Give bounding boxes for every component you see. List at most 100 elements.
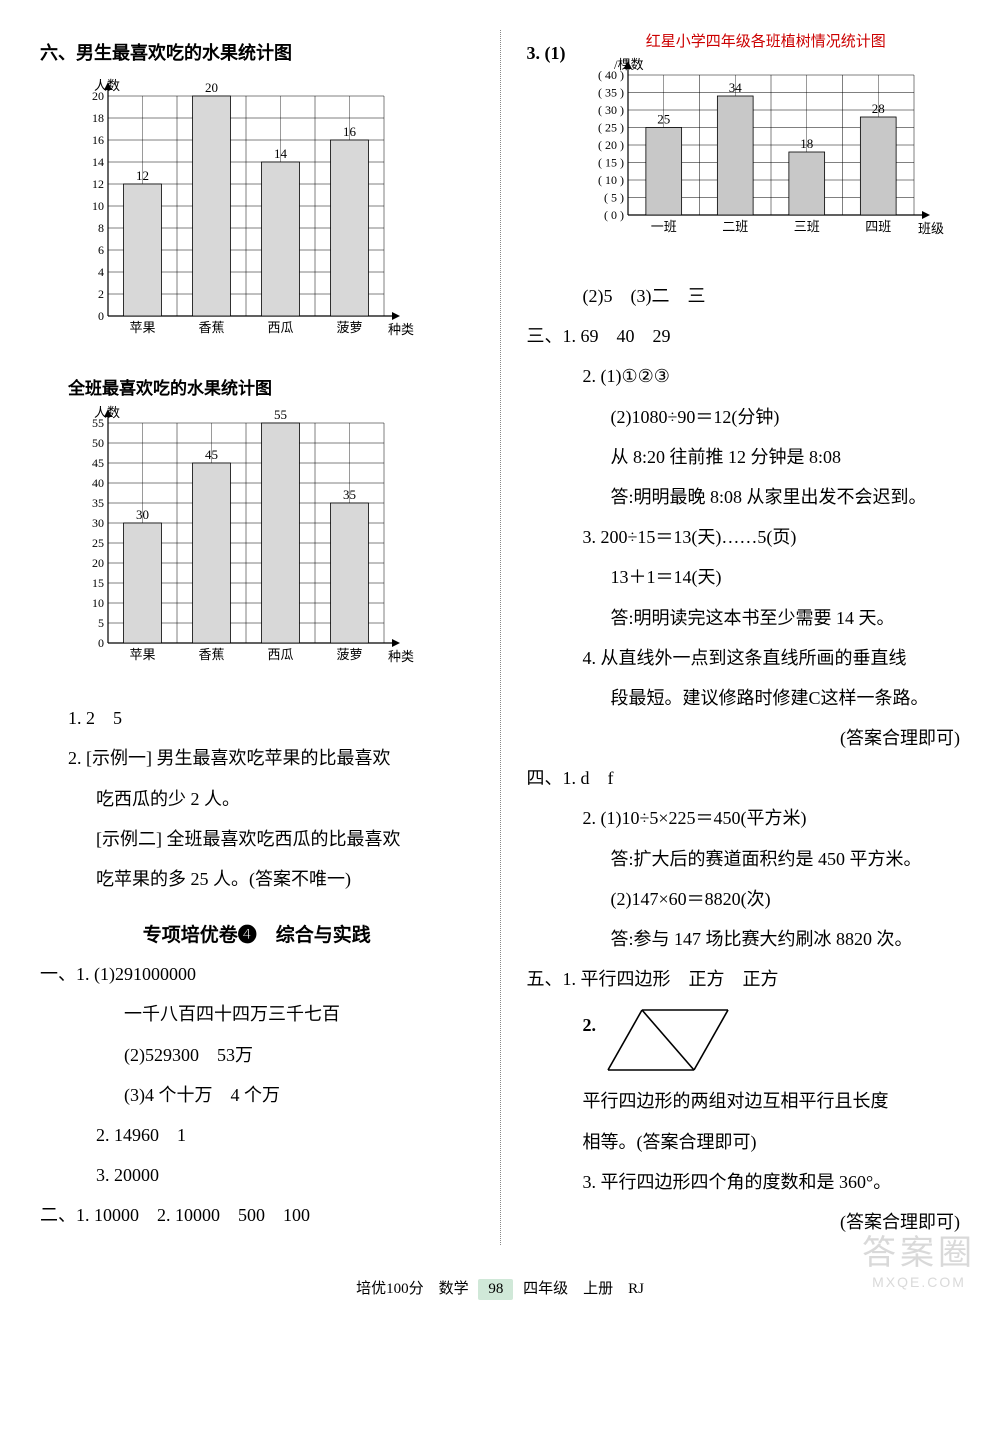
s3-4-3: (答案合理即可) <box>527 721 961 755</box>
svg-text:55: 55 <box>274 407 287 422</box>
svg-text:0: 0 <box>98 636 104 650</box>
svg-text:35: 35 <box>92 496 104 510</box>
s3-3-2: 13＋1＝14(天) <box>527 560 961 594</box>
q2-line3: [示例二] 全班最喜欢吃西瓜的比最喜欢 <box>40 822 474 856</box>
svg-text:班级: 班级 <box>918 221 944 236</box>
svg-text:34: 34 <box>728 80 742 95</box>
svg-text:25: 25 <box>92 536 104 550</box>
q3-2: (2)5 (3)二 三 <box>527 279 961 313</box>
q1: 1. 2 5 <box>40 701 474 735</box>
s1-1-1: 一、1. (1)291000000 <box>40 957 474 991</box>
s4-2-2: 答:扩大后的赛道面积约是 450 平方米。 <box>527 842 961 876</box>
svg-text:苹果: 苹果 <box>129 320 155 335</box>
svg-text:香蕉: 香蕉 <box>198 320 224 335</box>
svg-text:种类: 种类 <box>388 322 414 337</box>
s3-2-1: 2. (1)①②③ <box>527 359 961 393</box>
left-column: 六、男生最喜欢吃的水果统计图 人数种类0246810121416182012苹果… <box>40 30 474 1245</box>
svg-text:种类: 种类 <box>388 649 414 664</box>
svg-text:菠萝: 菠萝 <box>336 647 362 662</box>
svg-text:14: 14 <box>92 155 104 169</box>
svg-text:30: 30 <box>136 507 149 522</box>
svg-text:55: 55 <box>92 416 104 430</box>
s3-3-3: 答:明明读完这本书至少需要 14 天。 <box>527 601 961 635</box>
svg-text:12: 12 <box>136 168 149 183</box>
svg-text:四班: 四班 <box>865 219 891 234</box>
parallelogram-diagram <box>604 1006 734 1074</box>
q2-line4: 吃苹果的多 25 人。(答案不唯一) <box>40 862 474 896</box>
svg-text:20: 20 <box>205 80 218 95</box>
footer-right: 四年级 上册 RJ <box>523 1281 644 1297</box>
s1-2: 2. 14960 1 <box>40 1118 474 1152</box>
s5-2-2: 相等。(答案合理即可) <box>527 1125 961 1159</box>
svg-text:8: 8 <box>98 221 104 235</box>
q2-line2: 吃西瓜的少 2 人。 <box>40 782 474 816</box>
s3-4-1: 4. 从直线外一点到这条直线所画的垂直线 <box>527 641 961 675</box>
special-section-title: 专项培优卷❹ 综合与实践 <box>40 920 474 947</box>
svg-text:( 30 ): ( 30 ) <box>598 103 624 117</box>
chart3-title: 红星小学四年级各班植树情况统计图 <box>572 30 961 51</box>
svg-text:西瓜: 西瓜 <box>267 320 293 335</box>
s4-2-3: (2)147×60＝8820(次) <box>527 882 961 916</box>
svg-text:14: 14 <box>274 146 288 161</box>
svg-text:( 25 ): ( 25 ) <box>598 121 624 135</box>
s4-2-4: 答:参与 147 场比赛大约刷冰 8820 次。 <box>527 922 961 956</box>
svg-text:6: 6 <box>98 243 104 257</box>
footer-left: 培优100分 数学 <box>356 1281 469 1297</box>
svg-text:28: 28 <box>871 101 884 116</box>
svg-text:45: 45 <box>205 447 218 462</box>
svg-text:45: 45 <box>92 456 104 470</box>
watermark: 答案圈 MXQE.COM <box>862 1225 976 1290</box>
svg-text:25: 25 <box>657 112 670 127</box>
svg-text:30: 30 <box>92 516 104 530</box>
s4-2-1: 2. (1)10÷5×225＝450(平方米) <box>527 801 961 835</box>
s2: 二、1. 10000 2. 10000 500 100 <box>40 1198 474 1232</box>
svg-text:2: 2 <box>98 287 104 301</box>
s1-1-2: 一千八百四十四万三千七百 <box>40 997 474 1031</box>
svg-text:35: 35 <box>343 487 356 502</box>
svg-text:苹果: 苹果 <box>129 647 155 662</box>
svg-text:三班: 三班 <box>793 219 819 234</box>
column-divider <box>500 30 501 1245</box>
q3-prefix: 3. (1) <box>527 36 566 70</box>
svg-text:二班: 二班 <box>722 219 748 234</box>
svg-text:16: 16 <box>343 124 357 139</box>
s4-1: 四、1. d f <box>527 761 961 795</box>
s5-1: 五、1. 平行四边形 正方 正方 <box>527 962 961 996</box>
chart2-title: 全班最喜欢吃的水果统计图 <box>68 374 474 399</box>
s1-1-4: (3)4 个十万 4 个万 <box>40 1078 474 1112</box>
svg-text:( 15 ): ( 15 ) <box>598 156 624 170</box>
svg-text:12: 12 <box>92 177 104 191</box>
s1-1-3: (2)529300 53万 <box>40 1038 474 1072</box>
svg-text:香蕉: 香蕉 <box>198 647 224 662</box>
s3-1: 三、1. 69 40 29 <box>527 319 961 353</box>
page-footer: 培优100分 数学 98 四年级 上册 RJ <box>40 1269 960 1300</box>
svg-text:西瓜: 西瓜 <box>267 647 293 662</box>
svg-text:( 5 ): ( 5 ) <box>604 191 624 205</box>
svg-text:16: 16 <box>92 133 104 147</box>
s3-3-1: 3. 200÷15＝13(天)……5(页) <box>527 520 961 554</box>
svg-text:( 40 ): ( 40 ) <box>598 68 624 82</box>
svg-text:( 0 ): ( 0 ) <box>604 208 624 222</box>
svg-text:一班: 一班 <box>650 219 676 234</box>
chart-boys-fruit: 人数种类0246810121416182012苹果20香蕉14西瓜16菠萝 <box>64 76 474 366</box>
section-6-heading: 六、男生最喜欢吃的水果统计图 <box>40 36 474 70</box>
s3-4-2: 段最短。建议修路时修建C这样一条路。 <box>527 681 961 715</box>
svg-text:0: 0 <box>98 309 104 323</box>
svg-text:40: 40 <box>92 476 104 490</box>
svg-text:5: 5 <box>98 616 104 630</box>
svg-text:( 20 ): ( 20 ) <box>598 138 624 152</box>
svg-text:( 35 ): ( 35 ) <box>598 86 624 100</box>
s3-2-2: (2)1080÷90＝12(分钟) <box>527 400 961 434</box>
svg-text:10: 10 <box>92 199 104 213</box>
svg-text:菠萝: 菠萝 <box>336 320 362 335</box>
s5-2-prefix: 2. <box>527 1008 597 1042</box>
s5-3-1: 3. 平行四边形四个角的度数和是 360°。 <box>527 1165 961 1199</box>
s3-2-4: 答:明明最晚 8:08 从家里出发不会迟到。 <box>527 480 961 514</box>
svg-text:( 10 ): ( 10 ) <box>598 173 624 187</box>
svg-text:18: 18 <box>92 111 104 125</box>
svg-text:20: 20 <box>92 556 104 570</box>
footer-page-number: 98 <box>478 1279 513 1300</box>
svg-text:10: 10 <box>92 596 104 610</box>
svg-text:18: 18 <box>800 136 813 151</box>
s3-2-3: 从 8:20 往前推 12 分钟是 8:08 <box>527 440 961 474</box>
